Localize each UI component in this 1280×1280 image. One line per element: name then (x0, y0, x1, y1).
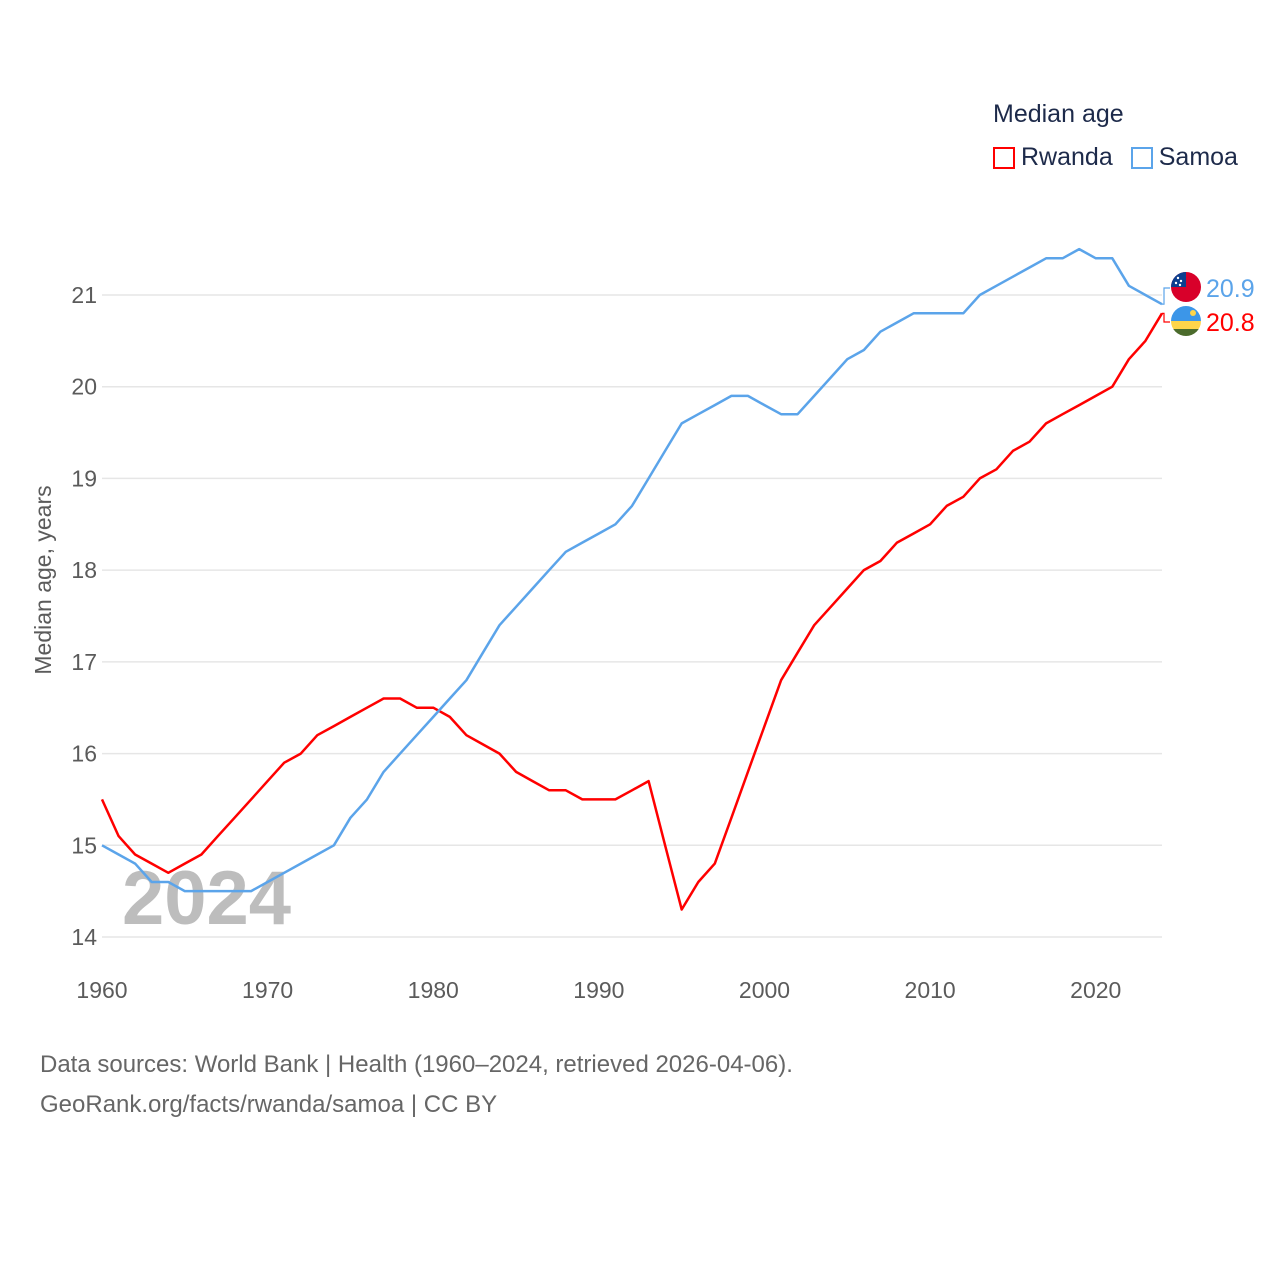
y-tick-label: 16 (71, 741, 97, 767)
x-tick-label: 1980 (408, 977, 459, 1003)
flag-star (1179, 279, 1183, 283)
y-tick-label: 21 (71, 282, 97, 308)
flag-star (1176, 276, 1180, 280)
flag-graphic (1171, 306, 1201, 336)
flag-stripe-green (1171, 329, 1201, 336)
data-source: Data sources: World Bank | Health (1960–… (40, 1045, 793, 1125)
y-axis-label: Median age, years (30, 485, 56, 674)
end-labels: 20.8 20.9 (1162, 272, 1255, 337)
rwanda-flag-icon (1171, 306, 1201, 336)
legend-swatch-samoa (1130, 146, 1153, 169)
legend-item-samoa[interactable]: Samoa (1130, 143, 1238, 172)
y-tick-label: 19 (71, 465, 97, 491)
end-connector (1162, 287, 1170, 305)
flag-stripe-blue (1171, 306, 1201, 321)
series-line-samoa (101, 247, 1163, 893)
end-value-label: 20.9 (1206, 275, 1255, 303)
legend-item-rwanda[interactable]: Rwanda (993, 143, 1113, 172)
legend-swatch-rwanda (993, 146, 1015, 169)
samoa-flag-icon (1171, 272, 1201, 302)
flag-star (1178, 283, 1182, 287)
x-tick-label: 1990 (573, 977, 624, 1003)
end-value-label: 20.8 (1206, 309, 1255, 337)
source-line: Data sources: World Bank | Health (1960–… (40, 1051, 793, 1078)
legend: Rwanda Samoa (993, 143, 1238, 172)
x-tick-label: 2010 (905, 977, 956, 1003)
y-tick-label: 17 (71, 649, 97, 675)
flag-star (1174, 281, 1178, 285)
x-tick-label: 1960 (76, 977, 127, 1003)
y-tick-labels: 14 15 16 17 18 19 20 21 (71, 282, 97, 950)
series-line-rwanda (100, 312, 1164, 911)
x-tick-label: 2000 (739, 977, 790, 1003)
x-tick-label: 2020 (1070, 977, 1121, 1003)
series-lines (100, 247, 1164, 911)
year-watermark: 2024 (122, 856, 291, 941)
flag-canton (1171, 272, 1186, 287)
flag-sun (1190, 310, 1196, 316)
flag-stripe-yellow (1171, 321, 1201, 329)
y-tick-label: 20 (71, 374, 97, 400)
x-tick-label: 1970 (242, 977, 293, 1003)
flag-graphic (1171, 272, 1201, 302)
y-tick-label: 18 (71, 557, 97, 583)
legend-label: Rwanda (1021, 143, 1113, 171)
x-tick-labels: 1960 1970 1980 1990 2000 2010 2020 (76, 977, 1121, 1003)
y-tick-label: 14 (71, 924, 97, 950)
legend-title: Median age (993, 100, 1124, 128)
end-connector (1162, 312, 1170, 323)
grid-lines (102, 294, 1162, 938)
source-link[interactable]: GeoRank.org/facts/rwanda/samoa | CC BY (40, 1091, 498, 1118)
y-tick-label: 15 (71, 832, 97, 858)
legend-label: Samoa (1158, 143, 1238, 171)
